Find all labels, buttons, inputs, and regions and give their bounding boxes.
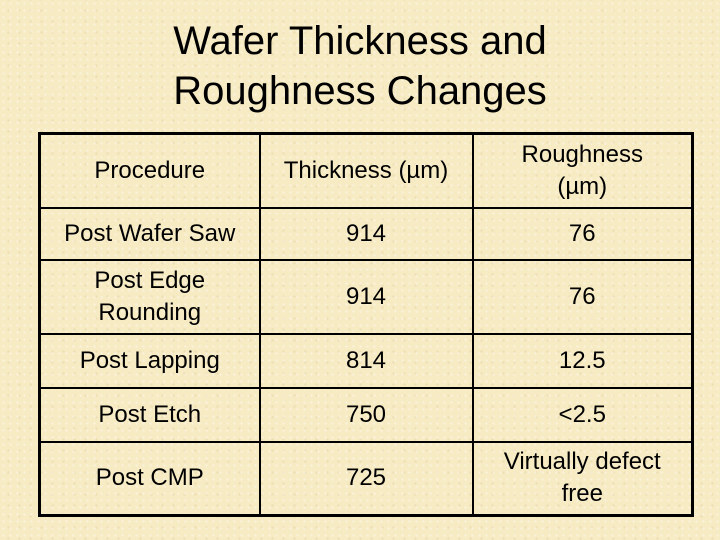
cell-roughness-line-2: free [561,480,603,508]
cell-procedure-line-2: Rounding [98,298,202,326]
table-row: Post Lapping 814 12.5 [38,332,694,389]
cell-procedure-line-1: Post Edge [94,266,206,294]
cell-roughness: 76 [471,258,694,335]
slide-title: Wafer Thickness and Roughness Changes [0,16,720,116]
table-row: Post Edge Rounding 914 76 [38,258,694,335]
slide-title-line-1: Wafer Thickness and [173,19,547,63]
table-row: Post CMP 725 Virtually defect free [38,440,694,517]
header-thickness: Thickness (µm) [258,132,474,209]
cell-thickness: 814 [258,332,474,389]
cell-thickness: 914 [258,258,474,335]
slide-title-line-2: Roughness Changes [173,69,547,113]
header-roughness: Roughness (µm) [471,132,694,209]
header-roughness-line-1: Roughness [521,140,643,168]
cell-procedure: Post CMP [38,440,261,517]
table-row: Post Etch 750 <2.5 [38,386,694,443]
cell-roughness: Virtually defect free [471,440,694,517]
header-procedure: Procedure [38,132,261,209]
cell-roughness: 76 [471,206,694,261]
wafer-data-table: Procedure Thickness (µm) Roughness (µm) … [38,132,694,517]
cell-procedure: Post Lapping [38,332,261,389]
cell-procedure: Post Etch [38,386,261,443]
header-roughness-line-2: (µm) [557,172,608,200]
cell-procedure: Post Edge Rounding [38,258,261,335]
table-row: Post Wafer Saw 914 76 [38,206,694,261]
cell-procedure: Post Wafer Saw [38,206,261,261]
cell-thickness: 725 [258,440,474,517]
cell-thickness: 750 [258,386,474,443]
cell-roughness: 12.5 [471,332,694,389]
cell-thickness: 914 [258,206,474,261]
cell-roughness-line-1: Virtually defect [503,448,661,476]
cell-roughness: <2.5 [471,386,694,443]
table-header-row: Procedure Thickness (µm) Roughness (µm) [38,132,694,209]
